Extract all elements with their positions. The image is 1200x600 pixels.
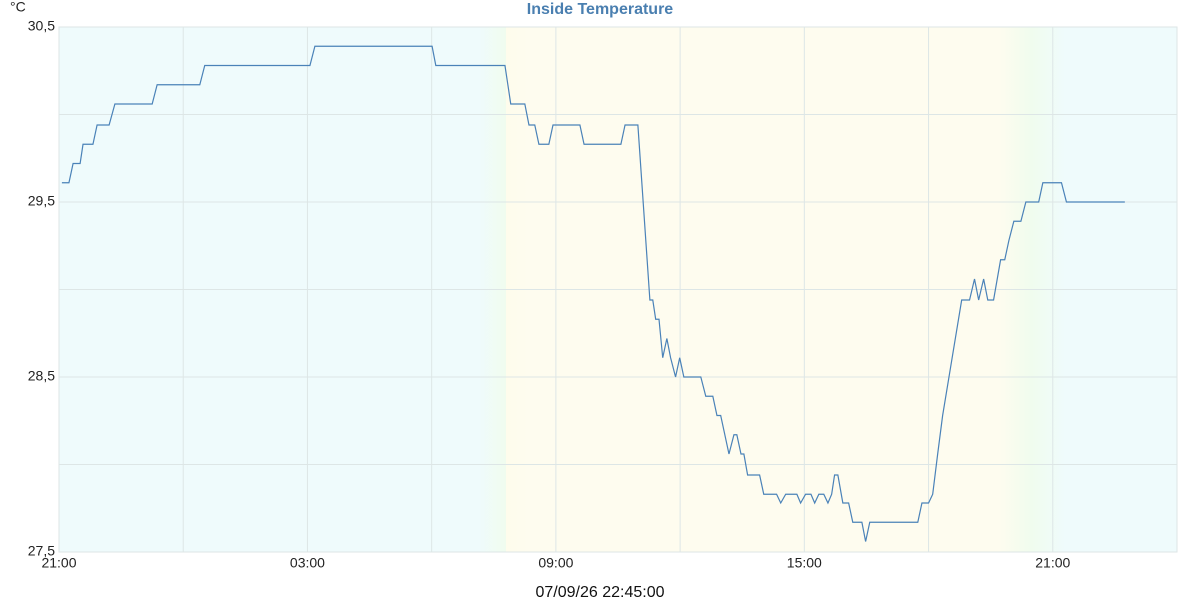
y-unit-label: °C bbox=[10, 0, 26, 15]
x-tick-label: 09:00 bbox=[538, 555, 573, 571]
x-tick-label: 03:00 bbox=[290, 555, 325, 571]
x-tick-label: 21:00 bbox=[41, 555, 76, 571]
x-tick-label: 21:00 bbox=[1035, 555, 1070, 571]
y-tick-label: 27,5 bbox=[28, 543, 55, 559]
x-tick-label: 15:00 bbox=[787, 555, 822, 571]
y-tick-label: 30,5 bbox=[28, 18, 55, 34]
chart-title: Inside Temperature bbox=[527, 1, 674, 18]
marks bbox=[61, 45, 1125, 542]
y-tick-label: 28,5 bbox=[28, 368, 55, 384]
y-tick-label: 29,5 bbox=[28, 193, 55, 209]
timestamp: 07/09/26 22:45:00 bbox=[535, 584, 664, 600]
data-line bbox=[61, 45, 1125, 542]
grid bbox=[58, 26, 1177, 553]
